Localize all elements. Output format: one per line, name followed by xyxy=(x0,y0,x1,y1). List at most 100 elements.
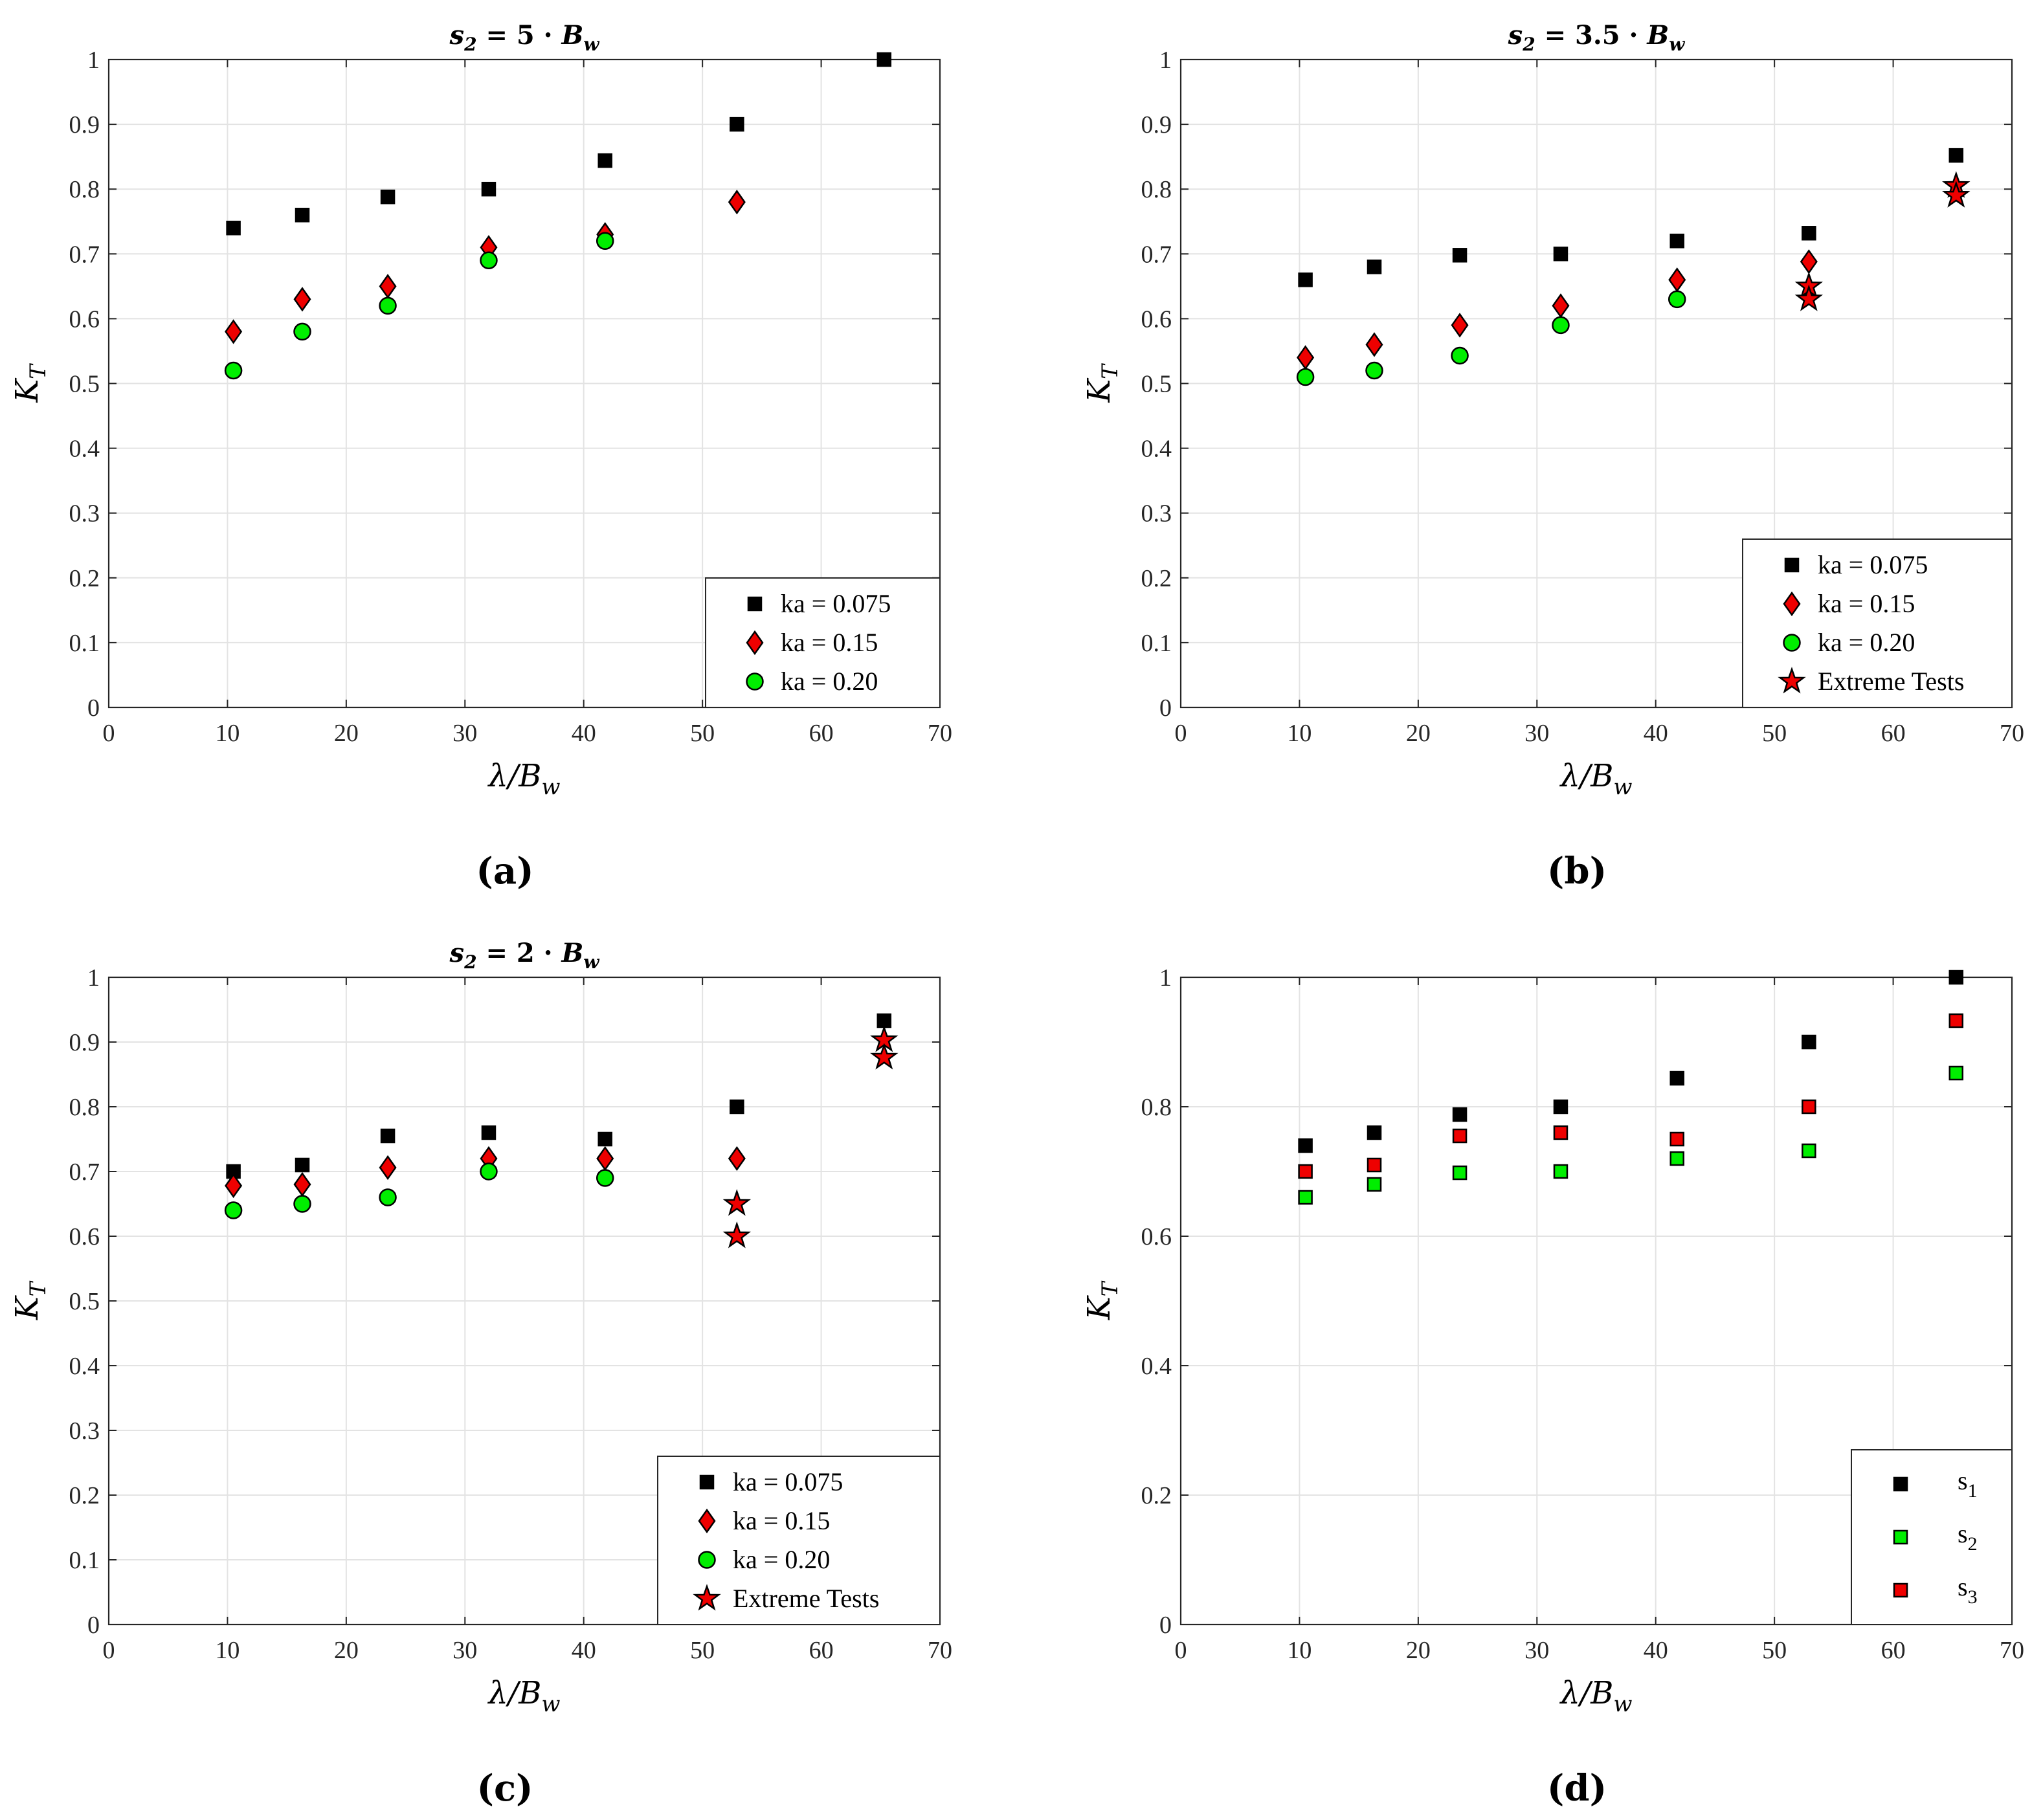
axes-frame xyxy=(1179,58,2013,709)
y-tick-label: 0 xyxy=(1159,1612,1172,1639)
series-ka-0-075 xyxy=(226,1013,892,1179)
x-tick-label: 0 xyxy=(103,720,115,747)
x-tick-label: 50 xyxy=(690,720,715,747)
y-tick-label: 0.2 xyxy=(69,565,100,592)
data-point xyxy=(480,1162,498,1181)
y-tick-label: 0.9 xyxy=(1141,111,1172,139)
y-tick-label: 0 xyxy=(87,694,100,722)
data-point xyxy=(379,296,397,315)
data-point xyxy=(379,1188,397,1206)
panel-label: (d) xyxy=(1547,1767,1607,1810)
data-point xyxy=(1942,181,1970,208)
ticks: 0 10 20 30 40 50 60 70 0 0.1 0.2 0.3 0.4 0.5 0.6 0.7 0.8… xyxy=(1141,47,2025,747)
y-tick-label: 0.4 xyxy=(1141,1353,1172,1380)
data-point xyxy=(1452,248,1468,263)
legend-marker xyxy=(1783,591,1801,617)
panel-b: 0 10 20 30 40 50 60 70 0 0.1 0.2 0.3 0.4 0.5 0.6 0.7 0.8… xyxy=(1081,20,2024,893)
data-point xyxy=(876,52,892,67)
y-tick-label: 0.8 xyxy=(1141,176,1172,203)
data-point xyxy=(225,1173,243,1199)
data-point xyxy=(1367,260,1382,274)
legend-box xyxy=(705,577,941,708)
data-point xyxy=(722,1189,752,1216)
x-tick-label: 20 xyxy=(334,720,359,747)
legend-marker xyxy=(1893,1476,1908,1492)
x-axis-label: λ/Bw xyxy=(487,1675,561,1717)
y-tick-label: 1 xyxy=(87,964,100,992)
y-axis-label: KT xyxy=(9,1280,51,1320)
y-tick-label: 0.4 xyxy=(69,1353,100,1380)
data-point xyxy=(728,1146,746,1171)
x-tick-label: 20 xyxy=(1406,1637,1431,1664)
data-point xyxy=(1452,1107,1468,1122)
x-tick-label: 10 xyxy=(215,720,240,747)
y-tick-label: 0.3 xyxy=(69,1417,100,1445)
y-tick-label: 0.2 xyxy=(1141,1482,1172,1509)
ticks: 0 10 20 30 40 50 60 70 0 0.1 0.2 0.3 0.4 0.5 0.6 0.7 0.8… xyxy=(69,47,953,747)
x-tick-label: 60 xyxy=(809,1637,834,1664)
y-axis-label: KT xyxy=(1081,363,1123,403)
series-ka-0-20 xyxy=(224,1162,614,1219)
x-tick-label: 50 xyxy=(1762,1637,1787,1664)
legend-box xyxy=(1851,1449,2013,1625)
data-point xyxy=(1365,332,1383,357)
data-point xyxy=(1669,234,1684,249)
legend-label: ka = 0.20 xyxy=(781,667,878,696)
data-point xyxy=(870,1043,899,1070)
x-tick-label: 40 xyxy=(1644,1637,1668,1664)
data-point xyxy=(226,221,241,236)
x-tick-label: 40 xyxy=(1644,720,1668,747)
y-tick-label: 1 xyxy=(87,47,100,74)
y-tick-label: 0.7 xyxy=(69,241,100,268)
y-tick-label: 0.8 xyxy=(69,176,100,203)
panel-label: (a) xyxy=(476,850,533,893)
x-tick-label: 30 xyxy=(452,1637,477,1664)
x-tick-label: 40 xyxy=(572,720,596,747)
x-tick-label: 20 xyxy=(334,1637,359,1664)
legend-label: ka = 0.075 xyxy=(1818,550,1928,579)
y-tick-label: 0.3 xyxy=(1141,500,1172,527)
ticks: 0 10 20 30 40 50 60 70 0 0.2 0.4 0.6 0.8 1 xyxy=(1141,964,2025,1664)
legend-label: s1 xyxy=(1958,1466,1978,1502)
y-tick-label: 1 xyxy=(1159,47,1172,74)
data-point xyxy=(1365,361,1383,380)
legend-marker xyxy=(746,672,764,691)
data-point xyxy=(730,1099,744,1115)
y-tick-label: 0.1 xyxy=(69,630,100,657)
y-axis-label: KT xyxy=(9,363,51,403)
data-point xyxy=(1296,368,1315,386)
series-s3 xyxy=(1298,1013,1964,1179)
data-point xyxy=(722,1221,752,1248)
x-tick-label: 30 xyxy=(1524,720,1549,747)
ticks: 0 10 20 30 40 50 60 70 0 0.1 0.2 0.3 0.4 0.5 0.6 0.7 0.8… xyxy=(69,964,953,1664)
legend-marker xyxy=(1783,634,1801,652)
y-tick-label: 0.9 xyxy=(69,111,100,139)
series-s2 xyxy=(1298,1065,1964,1205)
y-tick-label: 0.8 xyxy=(1141,1094,1172,1121)
legend-marker xyxy=(1778,667,1806,694)
grid xyxy=(109,60,940,707)
data-point xyxy=(1802,1034,1816,1050)
panel-label: (b) xyxy=(1547,850,1607,893)
x-tick-label: 50 xyxy=(1762,720,1787,747)
y-tick-label: 0.4 xyxy=(69,436,100,463)
series-ka-0-075 xyxy=(1298,148,1964,287)
series-ka-0-15 xyxy=(225,1146,746,1199)
x-tick-label: 50 xyxy=(690,1637,715,1664)
x-axis-label: λ/Bw xyxy=(1559,1675,1633,1717)
y-tick-label: 0.3 xyxy=(69,500,100,527)
data-point xyxy=(1367,1125,1382,1140)
data-point xyxy=(481,181,497,197)
y-tick-label: 0.5 xyxy=(69,1288,100,1315)
y-tick-label: 0.2 xyxy=(69,1482,100,1509)
data-point xyxy=(1451,346,1469,365)
data-point xyxy=(293,1195,311,1213)
data-point xyxy=(1367,1177,1382,1192)
data-point xyxy=(1553,1164,1569,1179)
y-tick-label: 0 xyxy=(87,1612,100,1639)
y-tick-label: 0.6 xyxy=(1141,1223,1172,1250)
legend-marker xyxy=(693,1584,721,1611)
data-point xyxy=(1552,316,1570,335)
legend-label: ka = 0.20 xyxy=(1818,628,1915,657)
